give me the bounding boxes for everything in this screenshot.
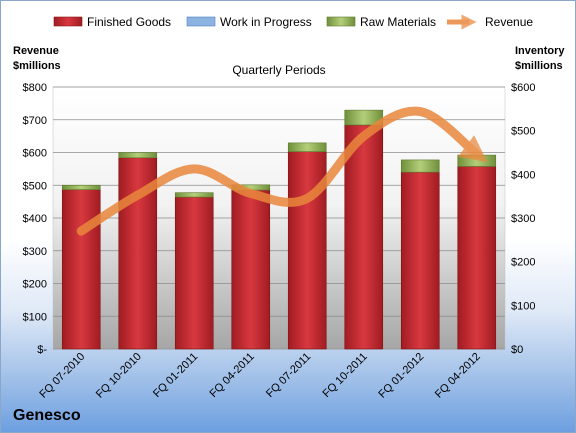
right-tick-label: $100	[511, 300, 535, 312]
legend-swatch-finished-goods	[53, 16, 83, 27]
bar-finished-goods	[457, 166, 497, 350]
bar-finished-goods	[400, 171, 440, 350]
legend-label-revenue: Revenue	[485, 15, 533, 29]
chart-subtitle: Quarterly Periods	[232, 63, 325, 77]
revenue-series-line	[76, 106, 488, 236]
left-tick-label: $700	[23, 115, 47, 127]
left-axis-ticks: $- $100 $200 $300 $400 $500 $600 $700 $800	[23, 82, 48, 356]
right-tick-label: $600	[511, 82, 535, 94]
right-tick-label: $400	[511, 169, 535, 181]
x-tick-label: FQ 01-2012	[376, 351, 426, 401]
chart-legend: Finished Goods Work in Progress Raw Mate…	[53, 14, 533, 30]
legend-swatch-work-in-progress	[186, 16, 216, 27]
right-axis-title-line-2: $millions	[515, 60, 563, 72]
legend-swatch-raw-materials	[326, 16, 356, 27]
x-tick-label: FQ 07-2011	[264, 351, 313, 400]
bar-raw-materials	[174, 192, 214, 198]
x-tick-label: FQ 04-2011	[207, 351, 256, 400]
left-tick-label: $800	[23, 82, 47, 94]
x-tick-label: FQ 10-2010	[94, 351, 144, 401]
x-axis-labels: FQ 07-2010 FQ 10-2010 FQ 01-2011 FQ 04-2011…	[37, 351, 482, 401]
right-tick-label: $0	[511, 344, 523, 356]
right-axis-title-line-1: Inventory	[515, 45, 565, 57]
legend-label-finished-goods: Finished Goods	[87, 15, 171, 29]
left-tick-label: $600	[23, 148, 47, 160]
revenue-line	[76, 106, 488, 236]
x-tick-label: FQ 01-2011	[151, 351, 200, 400]
legend-label-raw-materials: Raw Materials	[360, 15, 436, 29]
bar-finished-goods	[61, 189, 101, 350]
bar-raw-materials	[287, 142, 327, 152]
x-tick-label: FQ 10-2011	[320, 351, 369, 400]
bar-raw-materials	[61, 184, 101, 190]
left-axis-title-line-1: Revenue	[13, 45, 59, 57]
bar-raw-materials	[400, 159, 440, 173]
left-tick-label: $-	[37, 344, 47, 356]
bar-finished-goods	[344, 124, 384, 350]
right-tick-label: $300	[511, 213, 535, 225]
x-tick-label: FQ 07-2010	[37, 351, 87, 401]
right-axis-ticks: $0 $100 $200 $300 $400 $500 $600	[511, 82, 535, 356]
left-axis-title-line-2: $millions	[13, 60, 61, 72]
left-tick-label: $300	[23, 246, 47, 258]
bar-finished-goods	[174, 196, 214, 350]
x-tick-label: FQ 04-2012	[433, 351, 483, 401]
right-tick-label: $500	[511, 126, 535, 138]
legend-label-work-in-progress: Work in Progress	[220, 15, 312, 29]
right-tick-label: $200	[511, 257, 535, 269]
left-tick-label: $400	[23, 213, 47, 225]
company-name: Genesco	[13, 407, 81, 424]
left-tick-label: $500	[23, 180, 47, 192]
bar-finished-goods	[231, 189, 271, 350]
inventory-bars	[61, 109, 497, 350]
left-tick-label: $100	[23, 311, 47, 323]
bar-raw-materials	[118, 152, 158, 159]
left-tick-label: $200	[23, 279, 47, 291]
